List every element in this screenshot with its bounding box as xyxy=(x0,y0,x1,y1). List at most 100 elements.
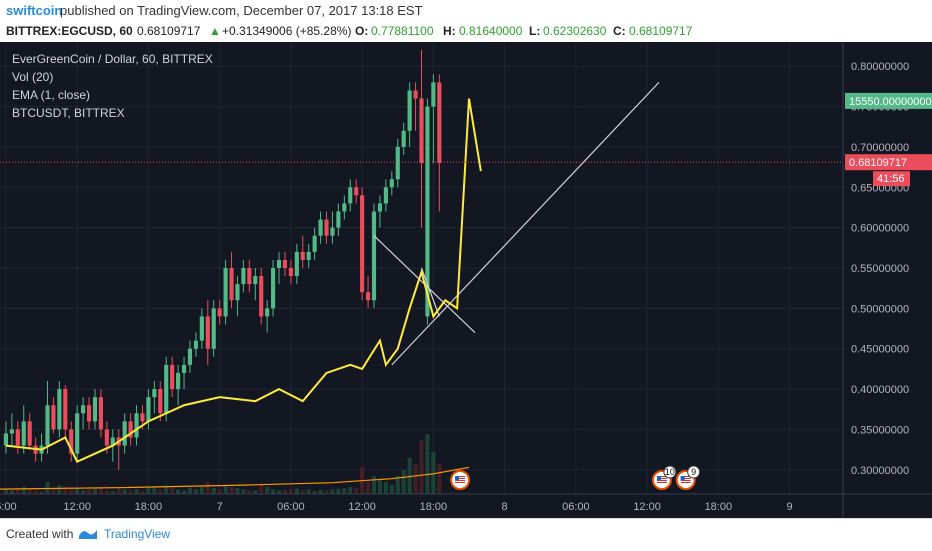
candle-body xyxy=(158,389,163,414)
countdown-text: 41:56 xyxy=(877,173,905,185)
volume-bar xyxy=(164,485,169,494)
candle-body xyxy=(354,187,359,196)
volume-bar xyxy=(247,490,252,494)
publish-header: swiftcoin published on TradingView.com, … xyxy=(0,0,932,22)
volume-bar xyxy=(271,489,276,494)
candle-body xyxy=(247,268,252,285)
y-tick-label: 0.55000000 xyxy=(851,263,909,275)
candle-body xyxy=(51,405,56,430)
volume-bar xyxy=(193,489,198,494)
price-label-box xyxy=(845,154,932,171)
price-chart[interactable]: 0.800000000.750000000.700000000.65000000… xyxy=(0,42,932,518)
volume-bar xyxy=(413,464,418,494)
candle xyxy=(330,211,335,244)
candle xyxy=(371,203,377,309)
candle-body xyxy=(253,276,258,285)
y-tick-label: 0.50000000 xyxy=(851,303,909,315)
volume-bar xyxy=(282,489,288,494)
tradingview-logo-icon[interactable] xyxy=(78,526,98,540)
y-tick-label: 0.40000000 xyxy=(851,384,909,396)
candle-body xyxy=(86,405,92,422)
candle-body xyxy=(69,429,74,454)
x-tick-label: 18:00 xyxy=(705,501,733,513)
volume-bar xyxy=(211,488,216,494)
volume-bar xyxy=(365,482,371,494)
candle-body xyxy=(288,268,293,277)
candle xyxy=(253,268,258,301)
event-count-badge xyxy=(687,465,701,479)
us-flag-event-icon: 9 xyxy=(675,465,701,490)
x-tick-label: 8 xyxy=(502,501,508,513)
volume-bar xyxy=(437,464,442,494)
event-count-badge xyxy=(663,465,677,479)
volume-bar xyxy=(306,489,311,494)
volume-bar xyxy=(419,440,424,494)
legend-title: EverGreenCoin / Dollar, 60, BITTREX xyxy=(12,52,213,66)
candle-body xyxy=(407,90,412,131)
candle xyxy=(181,356,187,390)
volume-bar xyxy=(63,486,68,494)
candle xyxy=(288,259,293,285)
candle-body xyxy=(419,98,424,164)
candle-body xyxy=(383,187,388,204)
y-tick-label: 0.70000000 xyxy=(851,142,909,154)
tradingview-link[interactable]: TradingView xyxy=(104,527,171,541)
trend-line xyxy=(391,81,660,366)
volume-bar xyxy=(86,489,92,494)
candle xyxy=(229,251,234,309)
candle xyxy=(300,235,305,268)
legend-ema[interactable]: EMA (1, close) xyxy=(12,88,91,102)
candle xyxy=(27,413,32,450)
legend-vol[interactable]: Vol (20) xyxy=(12,70,54,84)
volume-bar xyxy=(253,490,258,494)
candle-body xyxy=(128,421,133,438)
y-tick-label: 0.60000000 xyxy=(851,223,909,235)
candle-body xyxy=(75,413,80,454)
volume-bar xyxy=(217,489,222,494)
legend-btc[interactable]: BTCUSDT, BITTREX xyxy=(12,106,125,120)
candle-body xyxy=(300,251,305,260)
candle xyxy=(318,211,323,244)
volume-bar xyxy=(51,488,56,494)
candle xyxy=(63,385,68,438)
candle-body xyxy=(342,203,347,212)
price-change: +0.31349006 (+85.28%) xyxy=(222,24,352,38)
candle xyxy=(57,381,62,438)
candle xyxy=(401,122,406,155)
price-label-text: 0.68109717 xyxy=(849,157,907,169)
volume-bar xyxy=(371,476,377,494)
y-tick-label: 0.30000000 xyxy=(851,465,909,477)
candle-body xyxy=(425,106,430,317)
x-tick-label: 7 xyxy=(217,501,223,513)
high-label: H: xyxy=(443,24,456,38)
volume-bar xyxy=(187,488,193,494)
volume-bar xyxy=(342,488,347,494)
candle xyxy=(187,340,193,373)
flag-stripe xyxy=(680,476,691,477)
candle-body xyxy=(63,389,68,430)
volume-bar xyxy=(265,486,270,494)
candle-body xyxy=(193,340,198,349)
candle xyxy=(276,251,282,285)
candle-body xyxy=(371,211,377,301)
candle xyxy=(383,179,388,212)
up-arrow-icon: ▲ xyxy=(209,24,221,38)
candle xyxy=(312,227,317,260)
chart-area[interactable]: 0.800000000.750000000.700000000.65000000… xyxy=(0,42,932,518)
author-name[interactable]: swiftcoin xyxy=(6,3,63,18)
candle xyxy=(116,429,121,470)
candle xyxy=(217,300,222,325)
candle-body xyxy=(181,364,187,373)
candle-body xyxy=(306,251,311,260)
candle-body xyxy=(15,429,20,446)
trend-line xyxy=(420,267,440,317)
candle-body xyxy=(271,268,276,309)
candle-body xyxy=(134,413,139,438)
volume-bar xyxy=(401,470,406,494)
event-count-text: 10 xyxy=(665,467,675,477)
candle-body xyxy=(235,284,240,301)
candle-body xyxy=(27,421,32,446)
flag-canton xyxy=(656,476,661,480)
volume-bar xyxy=(348,486,353,494)
candle-body xyxy=(318,219,323,236)
